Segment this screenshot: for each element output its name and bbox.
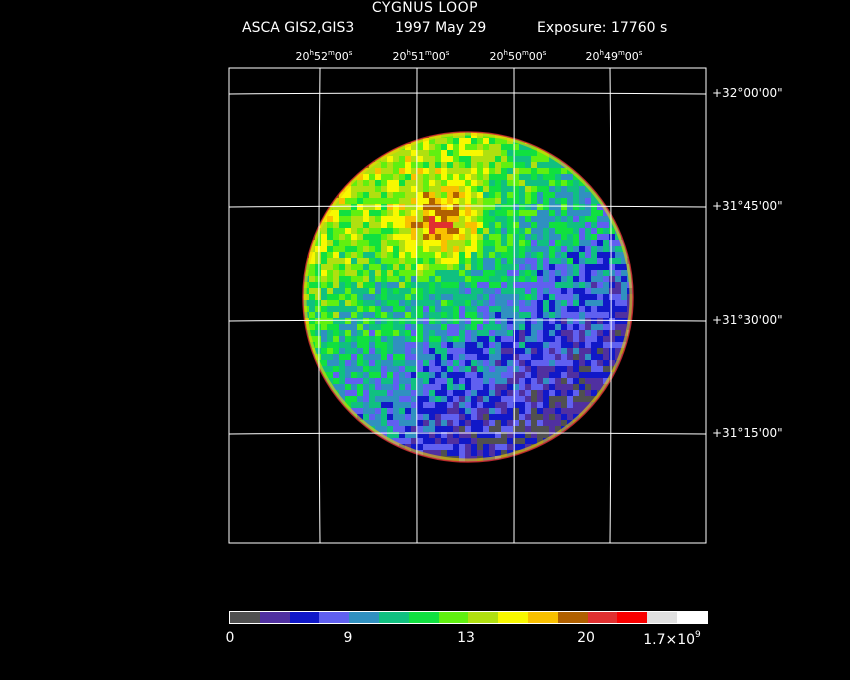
colorbar-swatch xyxy=(617,612,648,623)
colorbar xyxy=(229,611,708,624)
dec-tick-label: +31°45'00" xyxy=(712,199,783,213)
colorbar-swatch xyxy=(498,612,528,623)
colorbar-swatch xyxy=(438,612,469,623)
ra-grid-line xyxy=(318,67,321,544)
disk-edge xyxy=(302,131,634,463)
ra-tick-label: 20h51m00s xyxy=(392,49,450,63)
dec-tick-label: +31°30'00" xyxy=(712,313,783,327)
colorbar-swatch xyxy=(527,612,558,623)
colorbar-label: 9 xyxy=(343,630,353,646)
dec-grid-line xyxy=(228,432,707,435)
colorbar-label: 0 xyxy=(225,630,235,646)
colorbar-swatch xyxy=(349,612,379,623)
colorbar-swatch xyxy=(587,612,618,623)
colorbar-swatch xyxy=(259,612,290,623)
date-label: 1997 May 29 xyxy=(395,20,487,36)
colorbar-swatch xyxy=(408,612,439,623)
colorbar-exponent: 9 xyxy=(695,630,701,640)
colorbar-swatch xyxy=(676,612,707,623)
colorbar-swatch xyxy=(289,612,320,623)
exposure-label: Exposure: 17760 s xyxy=(537,20,668,36)
ra-tick-label: 20h50m00s xyxy=(489,49,547,63)
ra-grid-line xyxy=(609,67,612,544)
chart-title: CYGNUS LOOP xyxy=(371,0,479,16)
colorbar-label: 20 xyxy=(577,630,595,646)
dec-tick-label: +31°15'00" xyxy=(712,426,783,440)
ra-tick-label: 20h52m00s xyxy=(295,49,353,63)
heatmap-cells xyxy=(303,132,633,462)
disk-rim xyxy=(303,132,633,462)
colorbar-swatch xyxy=(319,612,350,623)
colorbar-label: 1.7×109 xyxy=(643,630,701,648)
colorbar-swatch xyxy=(468,612,499,623)
colorbar-swatch xyxy=(230,612,260,623)
colorbar-swatch xyxy=(378,612,409,623)
colorbar-swatch xyxy=(557,612,588,623)
dec-tick-label: +32°00'00" xyxy=(712,86,783,100)
plot-frame xyxy=(228,67,707,544)
dec-grid-line xyxy=(228,92,707,95)
dec-grid-line xyxy=(228,205,707,208)
dec-grid-line xyxy=(228,319,707,322)
colorbar-swatch xyxy=(647,612,677,623)
colorbar-label: 13 xyxy=(457,630,475,646)
instrument-label: ASCA GIS2,GIS3 xyxy=(242,20,355,36)
ra-tick-label: 20h49m00s xyxy=(585,49,643,63)
